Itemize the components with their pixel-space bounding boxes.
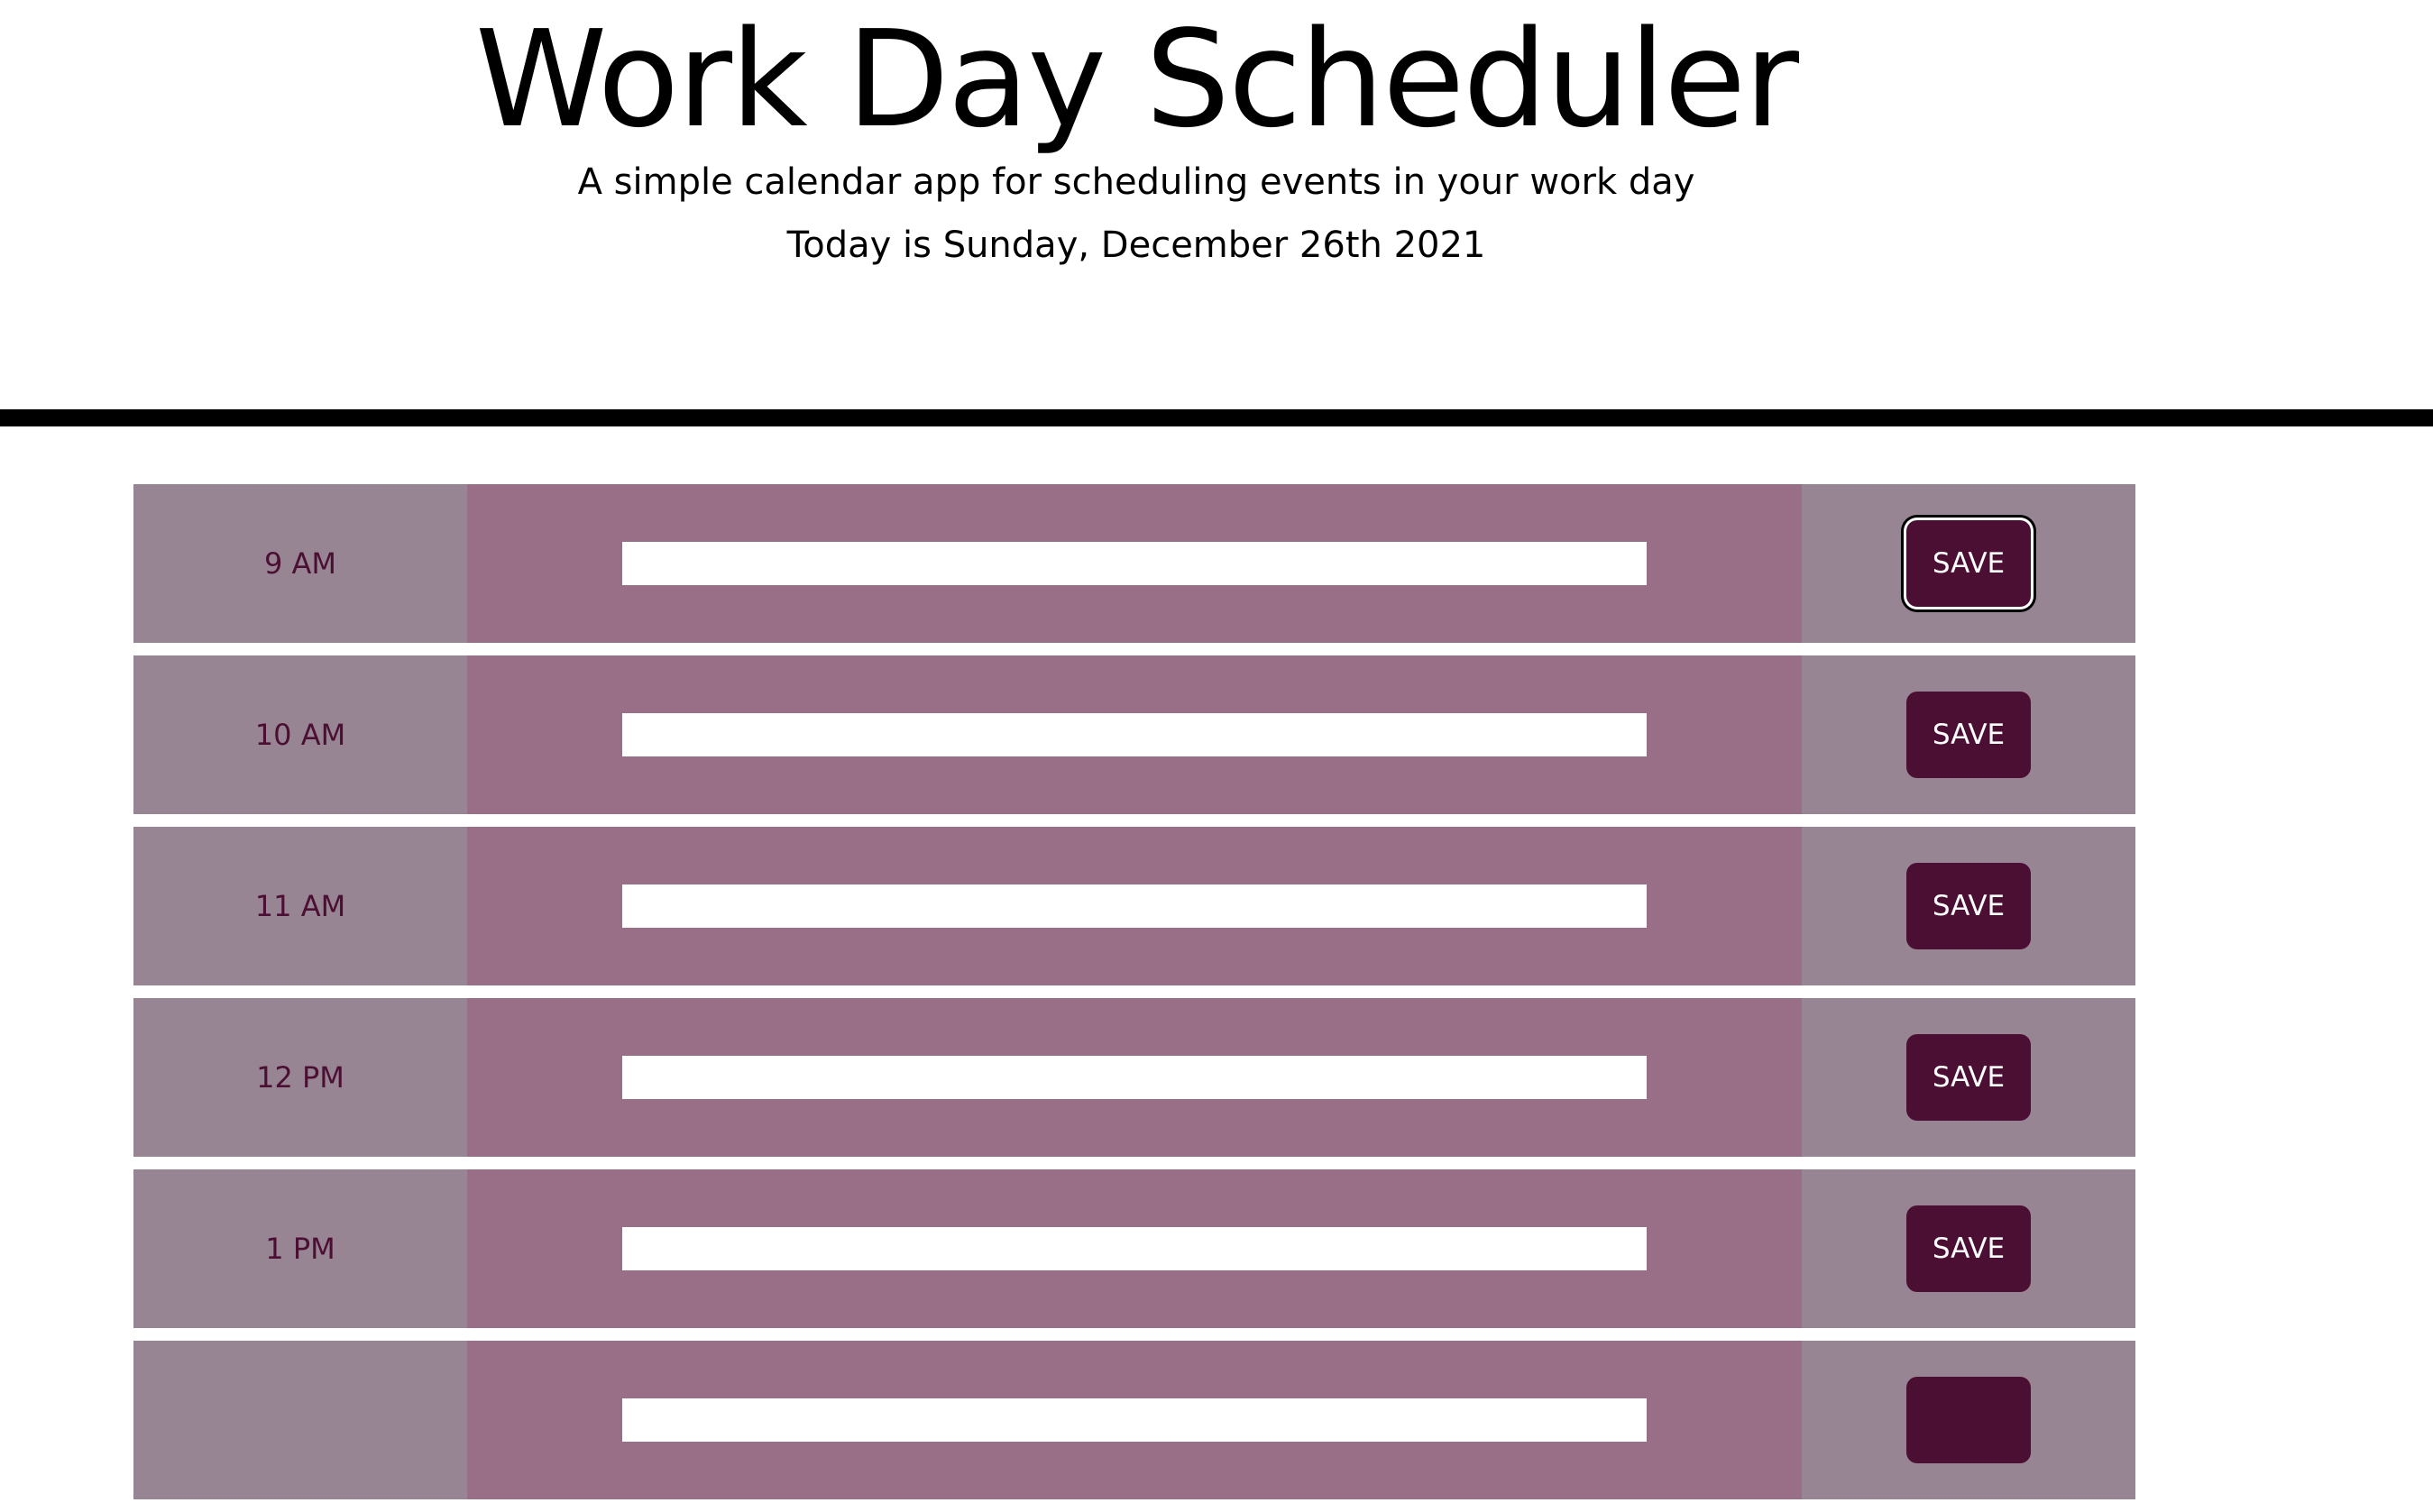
time-block-row: 9 AM SAVE <box>133 484 2135 643</box>
event-cell <box>467 1169 1802 1328</box>
current-date: Today is Sunday, December 26th 2021 <box>786 225 1486 266</box>
event-input[interactable] <box>622 542 1647 585</box>
time-block-row: 11 AM SAVE <box>133 827 2135 985</box>
event-cell <box>467 998 1802 1157</box>
event-input[interactable] <box>622 713 1647 756</box>
hour-label: 9 AM <box>133 484 467 643</box>
event-cell <box>467 484 1802 643</box>
event-input[interactable] <box>622 884 1647 928</box>
hour-label: 10 AM <box>133 655 467 814</box>
event-cell <box>467 1341 1802 1499</box>
event-input[interactable] <box>622 1056 1647 1099</box>
hour-label: 11 AM <box>133 827 467 985</box>
schedule: 9 AM SAVE 10 AM SAVE 11 AM SAVE 12 PM SA <box>133 484 2135 1512</box>
save-cell: SAVE <box>1802 655 2135 814</box>
save-button[interactable]: SAVE <box>1906 863 2031 949</box>
time-block-row: 12 PM SAVE <box>133 998 2135 1157</box>
time-block-row <box>133 1341 2135 1499</box>
save-cell: SAVE <box>1802 998 2135 1157</box>
save-cell: SAVE <box>1802 827 2135 985</box>
header-divider <box>0 409 2433 426</box>
time-block-row: 1 PM SAVE <box>133 1169 2135 1328</box>
save-button[interactable] <box>1906 1377 2031 1463</box>
save-cell: SAVE <box>1802 484 2135 643</box>
hour-label: 1 PM <box>133 1169 467 1328</box>
page-title: Work Day Scheduler <box>474 2 1799 157</box>
event-cell <box>467 827 1802 985</box>
save-button[interactable]: SAVE <box>1906 692 2031 778</box>
event-input[interactable] <box>622 1227 1647 1270</box>
save-button[interactable]: SAVE <box>1906 1034 2031 1121</box>
event-input[interactable] <box>622 1398 1647 1442</box>
page-subtitle: A simple calendar app for scheduling eve… <box>577 161 1695 203</box>
hour-label: 12 PM <box>133 998 467 1157</box>
save-cell <box>1802 1341 2135 1499</box>
save-button[interactable]: SAVE <box>1906 1205 2031 1292</box>
event-cell <box>467 655 1802 814</box>
hour-label <box>133 1341 467 1499</box>
save-cell: SAVE <box>1802 1169 2135 1328</box>
save-button[interactable]: SAVE <box>1906 520 2031 607</box>
time-block-row: 10 AM SAVE <box>133 655 2135 814</box>
